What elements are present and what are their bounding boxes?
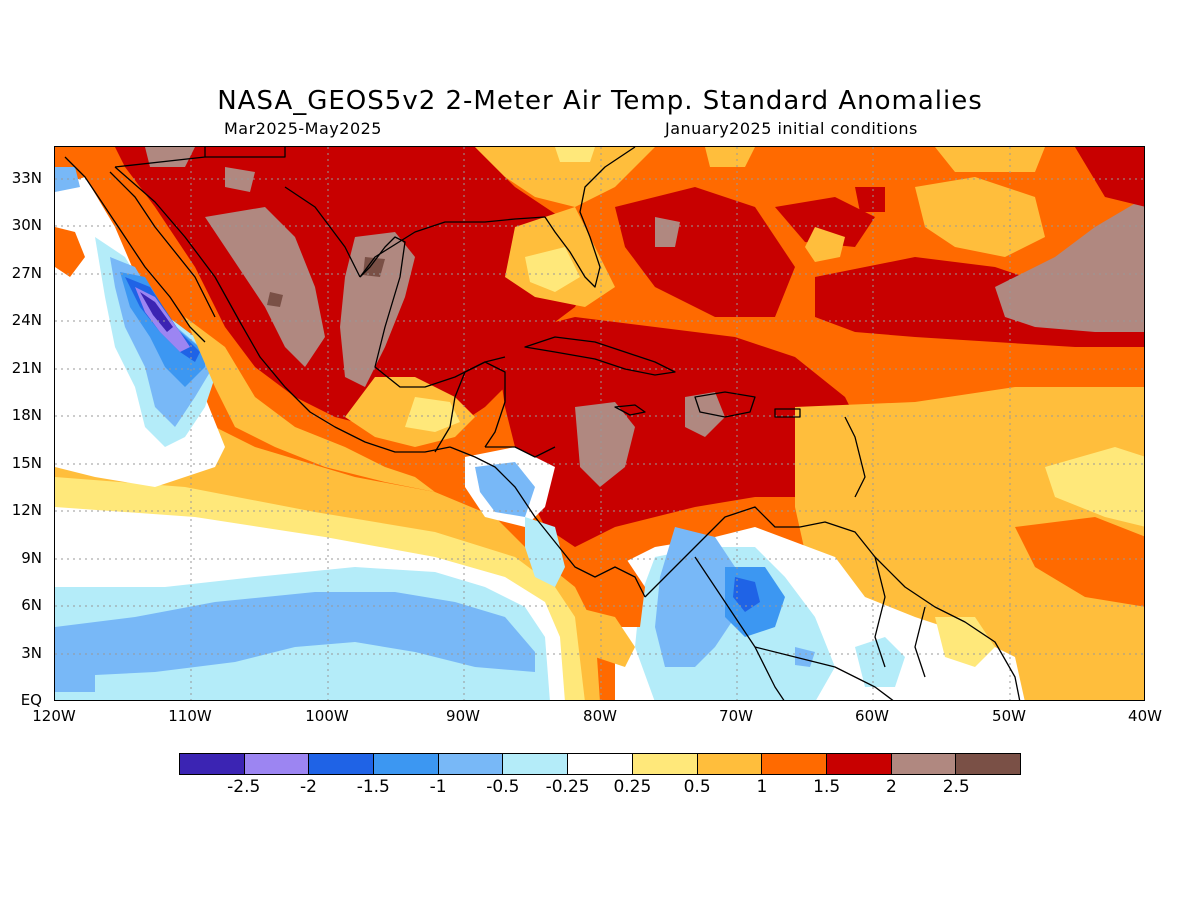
colorbar-tick-label: -0.25 (545, 777, 590, 797)
forecast-period: Mar2025-May2025 (224, 119, 382, 138)
colorbar-tick-label: -0.5 (486, 777, 520, 797)
lon-label: 80W (583, 707, 617, 725)
lon-label: 40W (1128, 707, 1162, 725)
lat-label: 15N (11, 454, 42, 472)
colorbar-swatch (826, 754, 892, 774)
lon-label: 50W (992, 707, 1026, 725)
colorbar-tick-label: 0.25 (613, 777, 652, 797)
colorbar-swatch (503, 754, 569, 774)
lat-label: 21N (11, 359, 42, 377)
colorbar-tick-label: 1 (756, 777, 768, 797)
lat-label: 24N (11, 311, 42, 329)
lon-label: 70W (719, 707, 753, 725)
colorbar-swatch (180, 754, 245, 774)
colorbar-swatch (568, 754, 633, 774)
anomaly-map (54, 146, 1145, 701)
lat-label: 6N (21, 596, 42, 614)
colorbar-tick-label: 1.5 (813, 777, 841, 797)
lat-label: 12N (11, 501, 42, 519)
colorbar-tick-label: -2.5 (227, 777, 261, 797)
colorbar-swatch (632, 754, 698, 774)
colorbar-swatch (762, 754, 827, 774)
colorbar-swatch (374, 754, 439, 774)
lat-label: 33N (11, 169, 42, 187)
colorbar-swatch (309, 754, 375, 774)
colorbar-tick-label: -1 (429, 777, 447, 797)
colorbar-swatch (244, 754, 310, 774)
map-title: NASA_GEOS5v2 2-Meter Air Temp. Standard … (217, 86, 983, 116)
lon-label: 100W (305, 707, 349, 725)
lon-label: 60W (855, 707, 889, 725)
lat-label: 30N (11, 216, 42, 234)
colorbar-tick-label: 0.5 (683, 777, 711, 797)
colorbar-tick-label: -2 (300, 777, 317, 797)
colorbar-swatch (438, 754, 504, 774)
lon-label: 120W (32, 707, 76, 725)
initial-conditions: January2025 initial conditions (665, 119, 918, 138)
colorbar (179, 753, 1021, 775)
colorbar-tick-label: 2.5 (942, 777, 970, 797)
lon-label: 110W (168, 707, 212, 725)
colorbar-tick-label: 2 (886, 777, 897, 797)
map-canvas (55, 147, 1144, 700)
colorbar-swatch (956, 754, 1020, 774)
lat-label: 3N (21, 644, 42, 662)
lat-label: 9N (21, 549, 42, 567)
colorbar-tick-label: -1.5 (356, 777, 390, 797)
lat-label: 18N (11, 406, 42, 424)
lon-label: 90W (446, 707, 480, 725)
colorbar-swatch (697, 754, 763, 774)
colorbar-swatch (891, 754, 957, 774)
lat-label: 27N (11, 264, 42, 282)
lat-label: EQ (20, 691, 42, 709)
